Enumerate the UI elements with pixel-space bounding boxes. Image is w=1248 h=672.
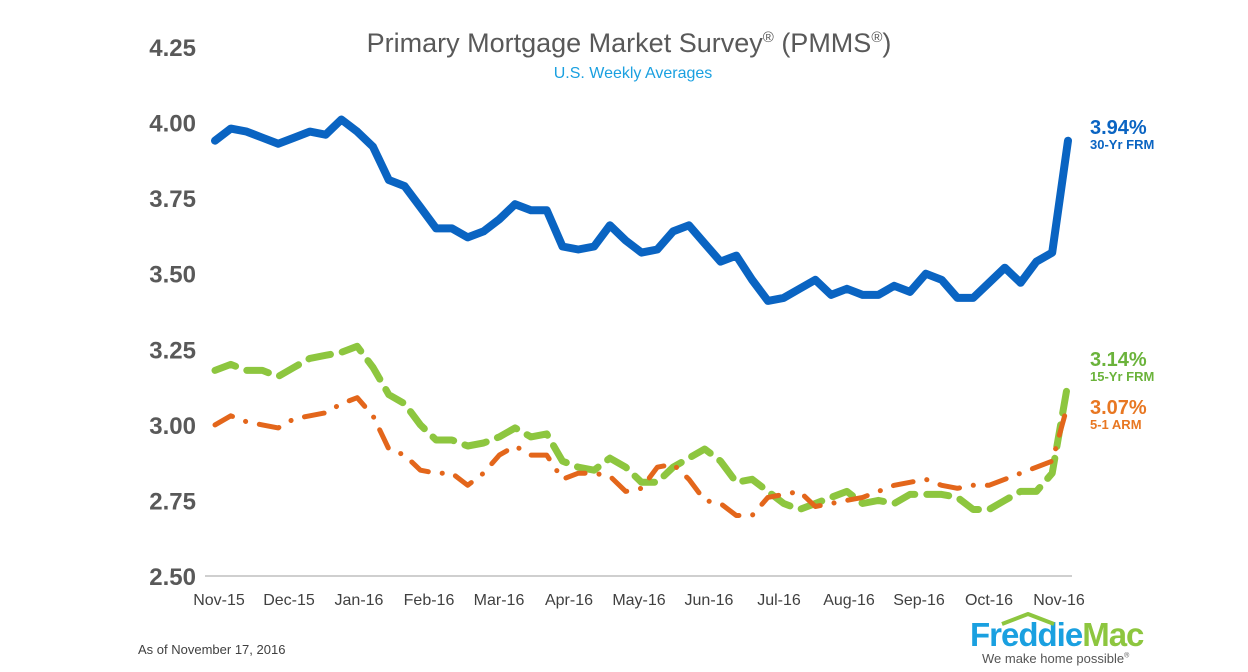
y-tick-label: 3.50: [149, 262, 196, 289]
chart-title: Primary Mortgage Market Survey® (PMMS®): [366, 28, 892, 58]
x-tick-label: May-16: [612, 592, 665, 609]
chart-subtitle: U.S. Weekly Averages: [553, 65, 713, 82]
label-arm: 3.07% 5-1 ARM: [1090, 397, 1147, 432]
x-tick-label: Nov-15: [193, 592, 245, 609]
y-tick-label: 3.25: [149, 337, 196, 364]
series-line-30-yr-frm: [211, 115, 1072, 305]
x-tick-label: Nov-16: [1033, 592, 1085, 609]
y-tick-label: 4.25: [149, 35, 196, 62]
x-tick-label: Aug-16: [823, 592, 875, 609]
x-tick-label: Oct-16: [965, 592, 1013, 609]
roof-icon: [1001, 612, 1055, 626]
label-30yr: 3.94% 30-Yr FRM: [1090, 117, 1155, 152]
x-tick-label: Jan-16: [335, 592, 384, 609]
x-tick-label: Feb-16: [404, 592, 455, 609]
x-tick-label: Dec-15: [263, 592, 315, 609]
y-tick-label: 2.50: [149, 564, 196, 591]
y-tick-label: 3.00: [149, 413, 196, 440]
x-tick-label: Apr-16: [545, 592, 593, 609]
series-line-15-yr-frm: [211, 342, 1072, 513]
as-of-date: As of November 17, 2016: [138, 642, 286, 657]
y-tick-label: 4.00: [149, 111, 196, 138]
y-tick-label: 3.75: [149, 186, 196, 213]
x-tick-label: Jul-16: [757, 592, 801, 609]
series-line-5-1-arm: [212, 395, 1071, 518]
y-tick-label: 2.75: [149, 488, 196, 515]
x-tick-label: Jun-16: [685, 592, 734, 609]
freddie-mac-logo: FreddieMac We make home possible®: [970, 612, 1144, 666]
label-15yr: 3.14% 15-Yr FRM: [1090, 349, 1155, 384]
x-tick-label: Mar-16: [474, 592, 525, 609]
x-tick-label: Sep-16: [893, 592, 945, 609]
